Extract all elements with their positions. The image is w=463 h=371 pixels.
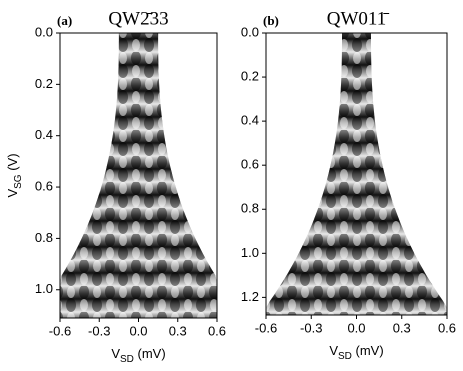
y-tick-label: 0.8 bbox=[35, 230, 53, 245]
y-tick-label: 0.8 bbox=[241, 201, 259, 216]
panel-label: (b) bbox=[263, 13, 279, 28]
y-tick-label: 0.0 bbox=[241, 24, 259, 39]
xlabel-sub: SD bbox=[338, 351, 352, 362]
xlabel-suffix: (mV) bbox=[352, 343, 384, 358]
xlabel-sub: SD bbox=[120, 354, 134, 365]
x-tick-label: 0.6 bbox=[208, 323, 226, 338]
y-tick-label: 0.6 bbox=[241, 157, 259, 172]
y-tick-label: 0.6 bbox=[35, 178, 53, 193]
xlabel-main: V bbox=[111, 346, 120, 361]
x-tick-label: 0.3 bbox=[393, 320, 411, 335]
ylabel-main: V bbox=[5, 189, 20, 198]
x-tick-label: 0.6 bbox=[438, 320, 456, 335]
x-tick-label: 0.0 bbox=[129, 323, 147, 338]
panel-title: QW011̄ bbox=[327, 8, 389, 29]
y-tick-label: 0.4 bbox=[241, 113, 259, 128]
x-tick-label: -0.6 bbox=[255, 320, 277, 335]
xlabel: VSD (mV) bbox=[111, 346, 165, 364]
y-tick-label: 0.4 bbox=[35, 127, 53, 142]
ylabel-suffix: (V) bbox=[5, 153, 20, 174]
heatmap-texture bbox=[266, 33, 447, 315]
x-tick-label: 0.0 bbox=[347, 320, 365, 335]
panel-title: QW2̄33 bbox=[108, 8, 168, 29]
ylabel-sub: SG bbox=[13, 174, 24, 189]
y-tick-label: 1.0 bbox=[241, 245, 259, 260]
panel-label: (a) bbox=[57, 13, 72, 28]
x-tick-label: 0.3 bbox=[169, 323, 187, 338]
y-tick-label: 0.0 bbox=[35, 24, 53, 39]
x-tick-label: -0.3 bbox=[88, 323, 110, 338]
xlabel-suffix: (mV) bbox=[134, 346, 166, 361]
x-tick-label: -0.6 bbox=[49, 323, 71, 338]
y-tick-label: 1.2 bbox=[241, 289, 259, 304]
ylabel: VSG (V) bbox=[5, 153, 23, 197]
heatmap-texture bbox=[60, 33, 217, 318]
x-tick-label: -0.3 bbox=[300, 320, 322, 335]
y-tick-label: 0.2 bbox=[35, 76, 53, 91]
xlabel: VSD (mV) bbox=[329, 343, 383, 361]
y-tick-label: 0.2 bbox=[241, 69, 259, 84]
y-tick-label: 1.0 bbox=[35, 281, 53, 296]
xlabel-main: V bbox=[329, 343, 338, 358]
